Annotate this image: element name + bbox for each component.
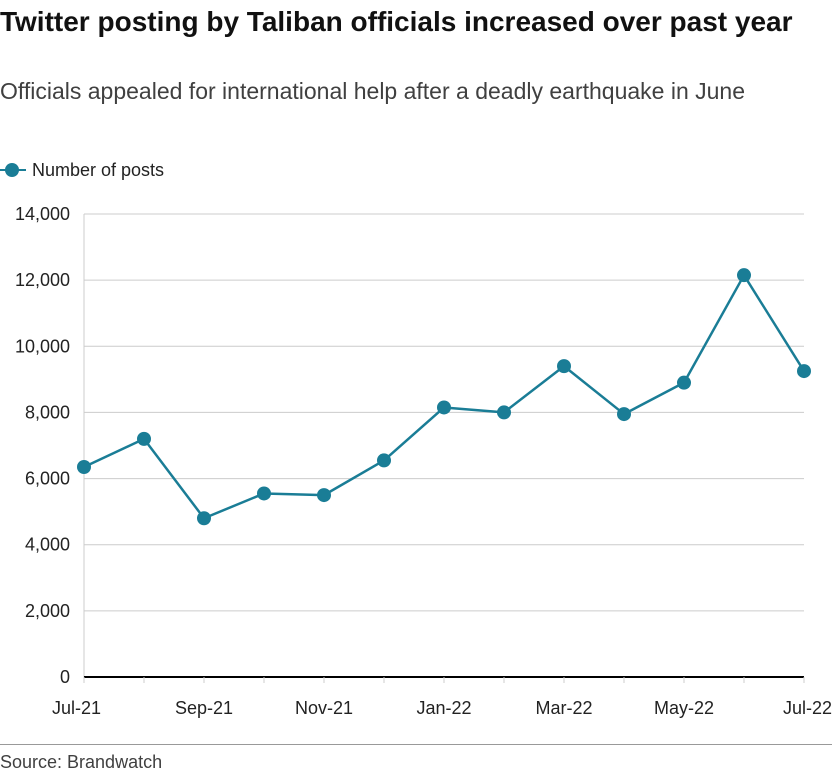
y-tick-label: 6,000 bbox=[25, 469, 70, 489]
data-point bbox=[737, 268, 751, 283]
legend: Number of posts bbox=[0, 158, 164, 182]
data-point bbox=[797, 364, 811, 379]
x-tick-label: Jan-22 bbox=[416, 698, 471, 718]
data-point bbox=[197, 511, 211, 526]
y-tick-label: 12,000 bbox=[15, 270, 70, 290]
x-tick-label: May-22 bbox=[654, 698, 714, 718]
y-tick-label: 8,000 bbox=[25, 402, 70, 422]
data-point bbox=[257, 486, 271, 501]
data-point bbox=[557, 359, 571, 374]
x-tick-label: Jul-22 bbox=[783, 698, 832, 718]
x-tick-label: Jul-21 bbox=[52, 698, 101, 718]
data-point bbox=[677, 375, 691, 390]
data-point bbox=[77, 459, 91, 474]
x-tick-label: Mar-22 bbox=[535, 698, 592, 718]
source-note: Source: Brandwatch bbox=[0, 752, 163, 772]
series-line bbox=[83, 273, 806, 520]
chart-subtitle: Officials appealed for international hel… bbox=[0, 78, 746, 104]
chart-title: Twitter posting by Taliban officials inc… bbox=[0, 6, 793, 37]
y-tick-label: 0 bbox=[60, 667, 70, 687]
data-point bbox=[317, 488, 331, 503]
legend-label: Number of posts bbox=[32, 159, 165, 180]
data-point bbox=[617, 407, 631, 422]
data-point bbox=[137, 431, 151, 446]
data-point bbox=[377, 453, 391, 468]
data-point bbox=[437, 400, 451, 415]
y-tick-label: 10,000 bbox=[15, 336, 70, 356]
data-point bbox=[497, 405, 511, 420]
y-tick-label: 14,000 bbox=[15, 204, 70, 224]
legend-marker-icon bbox=[0, 158, 28, 182]
y-tick-label: 2,000 bbox=[25, 601, 70, 621]
x-tick-label: Sep-21 bbox=[175, 698, 233, 718]
y-tick-label: 4,000 bbox=[25, 535, 70, 555]
source-divider bbox=[0, 744, 832, 745]
x-tick-label: Nov-21 bbox=[295, 698, 353, 718]
